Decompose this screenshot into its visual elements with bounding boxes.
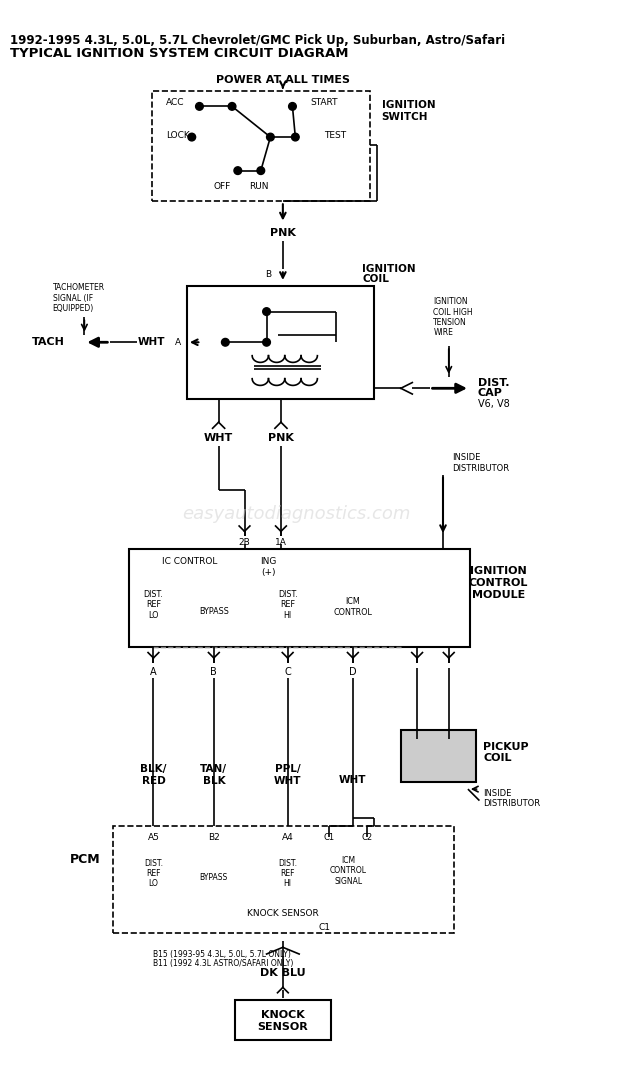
Text: WHT: WHT [339, 775, 366, 784]
Text: D: D [349, 667, 357, 677]
Text: SWITCH: SWITCH [382, 112, 428, 122]
Text: IC CONTROL: IC CONTROL [162, 557, 218, 566]
Text: COIL: COIL [362, 274, 389, 284]
Text: INSIDE
DISTRIBUTOR: INSIDE DISTRIBUTOR [452, 454, 510, 473]
Text: 1A: 1A [275, 538, 287, 547]
Text: KNOCK
SENSOR: KNOCK SENSOR [258, 1010, 308, 1031]
Circle shape [289, 103, 296, 110]
Text: POWER AT ALL TIMES: POWER AT ALL TIMES [216, 75, 350, 85]
Text: C2: C2 [362, 832, 373, 841]
Text: TAN/
BLK: TAN/ BLK [200, 764, 227, 785]
Text: IGNITION
COIL HIGH
TENSION
WIRE: IGNITION COIL HIGH TENSION WIRE [433, 297, 473, 337]
Text: DIST.
REF
HI: DIST. REF HI [277, 590, 297, 620]
Text: INSIDE
DISTRIBUTOR: INSIDE DISTRIBUTOR [483, 789, 540, 809]
Text: TYPICAL IGNITION SYSTEM CIRCUIT DIAGRAM: TYPICAL IGNITION SYSTEM CIRCUIT DIAGRAM [10, 47, 348, 60]
Text: DIST.
REF
HI: DIST. REF HI [278, 858, 297, 888]
Bar [235, 1000, 331, 1040]
Text: PNK: PNK [270, 228, 296, 238]
Text: PCM: PCM [70, 853, 101, 866]
Circle shape [188, 134, 196, 141]
Text: 2B: 2B [239, 538, 250, 547]
Text: TACH: TACH [32, 337, 66, 348]
Text: BLK/
RED: BLK/ RED [140, 764, 167, 785]
Text: BYPASS: BYPASS [199, 607, 229, 616]
Text: A: A [150, 667, 157, 677]
Text: TACHOMETER
SIGNAL (IF
EQUIPPED): TACHOMETER SIGNAL (IF EQUIPPED) [53, 284, 105, 314]
Circle shape [234, 167, 242, 174]
Text: IGNITION: IGNITION [382, 101, 435, 110]
Text: TEST: TEST [324, 131, 346, 140]
Text: 1992-1995 4.3L, 5.0L, 5.7L Chevrolet/GMC Pick Up, Suburban, Astro/Safari: 1992-1995 4.3L, 5.0L, 5.7L Chevrolet/GMC… [10, 33, 505, 46]
Text: CAP: CAP [478, 388, 502, 398]
Text: WHT: WHT [138, 337, 165, 348]
Text: IGNITION
CONTROL
MODULE: IGNITION CONTROL MODULE [469, 566, 528, 599]
Text: B: B [265, 270, 271, 278]
Text: BYPASS: BYPASS [200, 873, 228, 882]
Text: PICKUP
COIL: PICKUP COIL [483, 742, 529, 764]
Text: V6, V8: V6, V8 [478, 399, 509, 409]
Bar [187, 286, 374, 399]
Text: WHT: WHT [204, 433, 233, 443]
Bar [113, 826, 454, 933]
Text: A: A [175, 338, 181, 347]
Text: C1: C1 [318, 922, 330, 932]
Text: B2: B2 [208, 832, 220, 841]
Text: PNK: PNK [268, 433, 294, 443]
Bar [401, 730, 476, 782]
Text: DK BLU: DK BLU [260, 968, 306, 978]
Text: B: B [211, 667, 217, 677]
Circle shape [196, 103, 203, 110]
Text: DIST.
REF
LO: DIST. REF LO [144, 858, 163, 888]
Text: A4: A4 [282, 832, 294, 841]
Text: ACC: ACC [166, 98, 184, 107]
Circle shape [266, 134, 274, 141]
Text: C: C [284, 667, 291, 677]
Text: ICM
CONTROL
SIGNAL: ICM CONTROL SIGNAL [329, 856, 366, 886]
Text: RUN: RUN [249, 182, 269, 192]
Circle shape [257, 167, 265, 174]
Text: DIST.
REF
LO: DIST. REF LO [143, 590, 163, 620]
Text: IGNITION: IGNITION [362, 264, 416, 274]
Text: easyautodiagnostics.com: easyautodiagnostics.com [182, 505, 410, 523]
Text: OFF: OFF [214, 182, 231, 192]
Text: B11 (1992 4.3L ASTRO/SAFARI ONLY): B11 (1992 4.3L ASTRO/SAFARI ONLY) [153, 959, 294, 968]
Text: START: START [310, 98, 337, 107]
Circle shape [228, 103, 236, 110]
Circle shape [263, 308, 271, 316]
Bar [129, 549, 470, 647]
Circle shape [292, 134, 299, 141]
Circle shape [221, 338, 229, 346]
Text: (+): (+) [261, 568, 276, 577]
Text: LOCK: LOCK [166, 131, 190, 140]
Text: DIST.: DIST. [478, 378, 509, 387]
Bar [151, 91, 370, 201]
Text: B15 (1993-95 4.3L, 5.0L, 5.7L ONLY): B15 (1993-95 4.3L, 5.0L, 5.7L ONLY) [153, 949, 291, 959]
Text: C1: C1 [323, 832, 334, 841]
Circle shape [263, 338, 271, 346]
Text: ICM
CONTROL: ICM CONTROL [334, 597, 372, 616]
Text: KNOCK SENSOR: KNOCK SENSOR [247, 910, 319, 918]
Text: A5: A5 [148, 832, 159, 841]
Text: PPL/
WHT: PPL/ WHT [274, 764, 302, 785]
Text: ING: ING [260, 557, 277, 566]
